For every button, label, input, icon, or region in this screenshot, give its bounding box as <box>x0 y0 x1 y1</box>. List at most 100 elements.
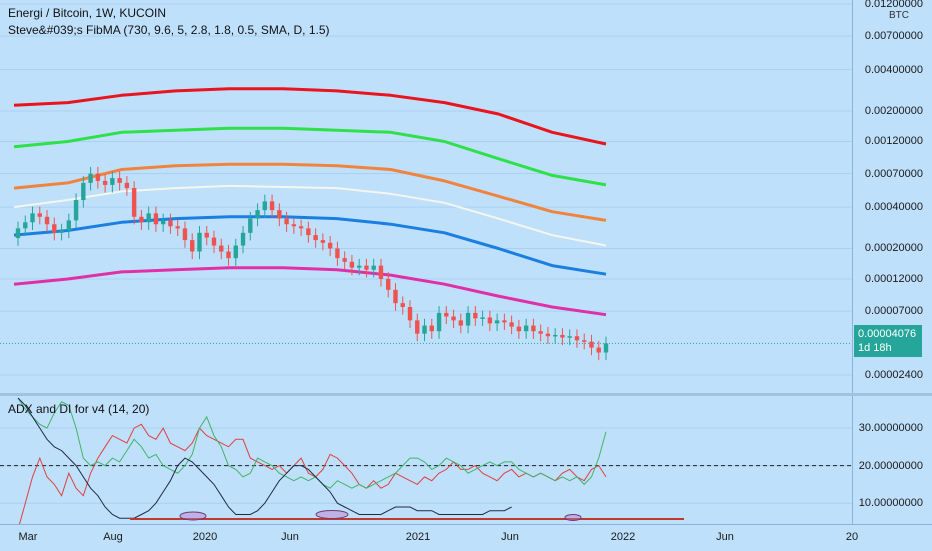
candle-body <box>444 312 449 317</box>
candle-body <box>52 224 57 233</box>
indicator-pane[interactable]: ADX and DI for v4 (14, 20) <box>0 396 852 524</box>
unit-label: BTC <box>889 10 909 21</box>
candle-body <box>342 258 347 262</box>
candle-body <box>538 331 543 334</box>
candle-body <box>190 240 195 252</box>
indicator-tick-label: 10.00000000 <box>858 497 923 510</box>
candle-body <box>30 213 35 223</box>
candle-body <box>44 216 50 225</box>
candle-body <box>582 340 587 342</box>
drawn-ellipse <box>315 509 349 519</box>
candle-body <box>277 210 282 219</box>
candle-body <box>422 325 427 334</box>
candle-body <box>371 265 376 270</box>
candle-body <box>66 220 72 231</box>
candle-body <box>204 232 209 238</box>
candle-body <box>407 307 413 321</box>
fibma-band <box>13 87 607 146</box>
drawn-ellipse <box>564 513 582 521</box>
candle-body <box>219 245 224 252</box>
price-tick-label: 0.00040000 <box>864 201 923 214</box>
candle-body <box>139 216 144 223</box>
time-tick-label: Jun <box>501 531 519 543</box>
candle-body <box>327 242 333 249</box>
candle-body <box>502 320 507 323</box>
candle-body <box>545 333 551 337</box>
bar-countdown: 1d 18h <box>858 342 892 354</box>
price-tick-label: 0.00007000 <box>864 305 923 318</box>
candle-body <box>226 251 231 259</box>
indicator-tick-label: 20.00000000 <box>858 459 923 472</box>
candle-body <box>248 218 253 233</box>
candle-body <box>197 232 202 252</box>
time-axis[interactable]: Mar Aug 2020 Jun 2021 Jun 2022 Jun 20 <box>0 524 932 551</box>
candle-body <box>603 343 609 353</box>
candle-body <box>509 322 514 327</box>
price-tick-label: 0.00120000 <box>864 135 923 148</box>
time-tick-label: 2020 <box>192 531 218 543</box>
candle-body <box>516 326 522 332</box>
candle-body <box>480 317 485 319</box>
candle-body <box>552 334 558 337</box>
candle-body <box>284 218 289 225</box>
time-tick-label: 2022 <box>610 531 636 543</box>
candle-body <box>436 312 442 332</box>
candle-body <box>81 182 86 201</box>
candle-body <box>269 201 275 211</box>
price-pane[interactable]: Energi / Bitcoin, 1W, KUCOIN Steve&#039;… <box>0 0 852 393</box>
candle-body <box>596 347 601 353</box>
price-tick-label: 0.00200000 <box>864 104 923 117</box>
candle-body <box>306 228 311 236</box>
adx-chart[interactable] <box>0 396 852 524</box>
last-price-tag: 0.00004076 1d 18h <box>854 325 922 357</box>
price-tick-label: 0.00020000 <box>864 242 923 255</box>
candle-body <box>160 220 166 225</box>
time-tick-label: Jun <box>281 531 299 543</box>
fibma-legend[interactable]: Steve&#039;s FibMA (730, 9.6, 5, 2.8, 1.… <box>8 23 330 37</box>
candle-body <box>400 303 405 308</box>
time-tick-label: Jun <box>716 531 734 543</box>
indicator-tick-label: 30.00000000 <box>858 422 923 435</box>
indicator-series-line <box>17 397 607 489</box>
price-tick-label: 0.01200000 <box>864 0 923 10</box>
candle-body <box>494 320 500 324</box>
candle-body <box>386 278 391 290</box>
fibma-band <box>13 126 607 187</box>
candle-body <box>153 213 159 225</box>
candle-body <box>393 289 398 304</box>
candle-body <box>95 173 101 181</box>
candle-body <box>356 265 362 268</box>
indicator-axis[interactable]: 30.00000000 20.00000000 10.00000000 <box>852 396 932 524</box>
candle-body <box>233 245 238 259</box>
candle-body <box>378 265 384 279</box>
candle-body <box>523 325 529 332</box>
candle-body <box>168 220 173 227</box>
candle-body <box>291 224 297 227</box>
price-chart[interactable] <box>0 0 852 393</box>
time-tick-label: Mar <box>18 531 38 543</box>
price-tick-label: 0.00700000 <box>864 30 923 43</box>
candle-body <box>175 226 180 229</box>
candle-body <box>88 173 93 183</box>
price-tick-label: 0.00400000 <box>864 63 923 76</box>
candle-body <box>262 201 268 211</box>
candle-body <box>335 248 340 259</box>
candle-body <box>15 228 21 239</box>
candle-body <box>146 213 151 223</box>
candle-body <box>567 336 572 338</box>
time-tick-label: 20 <box>845 531 859 543</box>
price-tick-label: 0.00012000 <box>864 272 923 285</box>
pane-divider[interactable] <box>0 393 932 396</box>
fibma-band <box>13 266 607 317</box>
price-tick-label: 0.00002400 <box>864 369 923 382</box>
adx-legend[interactable]: ADX and DI for v4 (14, 20) <box>8 402 150 416</box>
candle-body <box>211 237 217 246</box>
drawn-ellipse <box>179 511 207 521</box>
candle-body <box>298 226 304 229</box>
candle-body <box>451 316 456 321</box>
symbol-legend[interactable]: Energi / Bitcoin, 1W, KUCOIN <box>8 6 167 20</box>
candle-body <box>415 320 420 334</box>
candle-body <box>589 341 594 348</box>
candle-body <box>560 334 565 338</box>
candle-body <box>37 213 42 217</box>
